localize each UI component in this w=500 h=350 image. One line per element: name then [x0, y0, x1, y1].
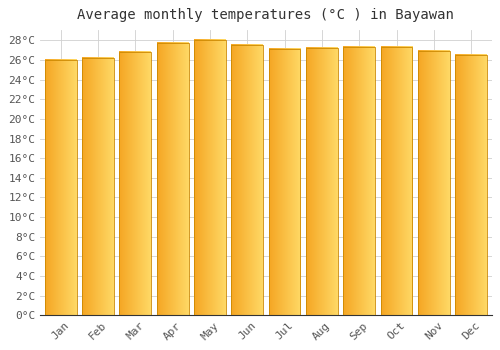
Bar: [82, 58, 114, 315]
Title: Average monthly temperatures (°C ) in Bayawan: Average monthly temperatures (°C ) in Ba…: [78, 8, 454, 22]
Bar: [232, 45, 263, 315]
Bar: [120, 52, 151, 315]
Bar: [157, 43, 188, 315]
Bar: [456, 55, 487, 315]
Bar: [306, 48, 338, 315]
Bar: [45, 60, 76, 315]
Bar: [344, 47, 375, 315]
Bar: [194, 40, 226, 315]
Bar: [268, 49, 300, 315]
Bar: [380, 47, 412, 315]
Bar: [418, 51, 450, 315]
